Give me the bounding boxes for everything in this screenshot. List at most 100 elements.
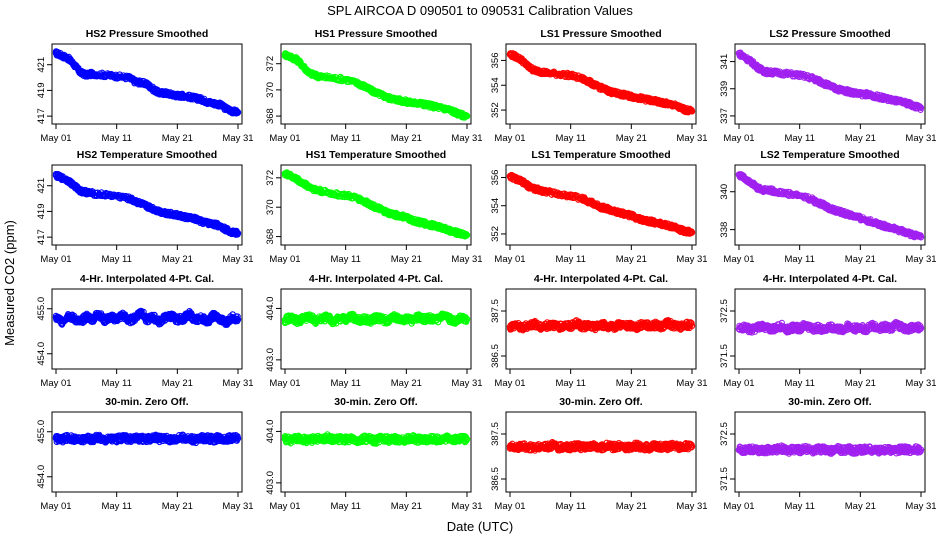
- data-point: [917, 106, 924, 113]
- y-tick-label: 356: [490, 52, 501, 68]
- x-tick-label: May 01: [494, 254, 525, 265]
- y-tick-label: 403.0: [265, 348, 276, 372]
- y-tick-label: 421: [36, 57, 47, 73]
- x-tick-label: May 11: [330, 133, 360, 144]
- data-point: [91, 72, 98, 80]
- panel-title: LS2 Pressure Smoothed: [769, 28, 890, 40]
- x-tick-label: May 11: [555, 254, 585, 265]
- y-tick-label: 340: [719, 184, 730, 200]
- plot-frame: [51, 164, 243, 246]
- y-tick-label: 368: [265, 108, 276, 124]
- x-tick-label: May 01: [494, 378, 525, 389]
- y-tick-label: 356: [490, 170, 501, 186]
- plot-frame: [280, 43, 472, 125]
- y-tick-label: 370: [265, 82, 276, 98]
- x-tick-label: May 01: [40, 133, 71, 144]
- y-tick-label: 417: [36, 108, 47, 124]
- x-axis-title: Date (UTC): [447, 519, 513, 534]
- x-tick-label: May 01: [723, 133, 754, 144]
- x-tick-label: May 21: [845, 133, 876, 144]
- x-tick-label: May 11: [330, 254, 360, 265]
- x-tick-label: May 21: [391, 133, 422, 144]
- y-axis-title: Measured CO2 (ppm): [2, 220, 17, 346]
- y-tick-label: 354: [490, 77, 501, 93]
- figure-title: SPL AIRCOA D 090501 to 090531 Calibratio…: [327, 3, 633, 18]
- panel-2-1: HS2 Temperature Smoothed May 01 May 11 May …: [36, 149, 254, 265]
- x-tick-label: May 01: [269, 254, 300, 265]
- x-tick-label: May 31: [676, 254, 707, 265]
- y-tick-label: 387.5: [490, 299, 501, 323]
- panel-title: LS1 Pressure Smoothed: [540, 28, 661, 40]
- panel-title: HS1 Pressure Smoothed: [315, 28, 438, 40]
- y-tick-label: 455.0: [36, 297, 47, 321]
- x-tick-label: May 01: [494, 133, 525, 144]
- y-tick-label: 417: [36, 229, 47, 245]
- y-tick-label: 352: [490, 226, 501, 242]
- x-tick-label: May 21: [162, 254, 193, 265]
- data-points: [281, 169, 471, 240]
- y-tick-label: 339: [719, 81, 730, 97]
- y-tick-label: 368: [265, 229, 276, 245]
- x-tick-label: May 31: [451, 254, 482, 265]
- data-points: [506, 171, 696, 237]
- x-tick-label: May 01: [40, 254, 71, 265]
- y-tick-label: 421: [36, 178, 47, 194]
- plot-frame: [505, 164, 697, 246]
- y-tick-label: 386.5: [490, 344, 501, 368]
- x-tick-label: May 01: [269, 133, 300, 144]
- panel-title: 4-Hr. Interpolated 4-Pt. Cal.: [80, 273, 214, 285]
- data-point: [234, 231, 241, 238]
- y-tick-label: 372: [265, 56, 276, 72]
- y-tick-label: 419: [36, 82, 47, 98]
- y-tick-label: 337: [719, 108, 730, 124]
- data-point: [463, 112, 470, 119]
- plot-frame: [51, 43, 243, 125]
- x-tick-label: May 11: [784, 254, 814, 265]
- x-tick-label: May 11: [555, 378, 585, 389]
- x-tick-label: May 31: [905, 133, 936, 144]
- y-tick-label: 338: [719, 222, 730, 238]
- x-tick-label: May 31: [451, 133, 482, 144]
- x-tick-label: May 31: [222, 254, 253, 265]
- x-tick-label: May 21: [162, 133, 193, 144]
- x-tick-label: May 11: [101, 378, 131, 389]
- y-tick-label: 404.0: [265, 297, 276, 321]
- plot-frame: [505, 43, 697, 125]
- panel-title: LS1 Temperature Smoothed: [531, 149, 670, 161]
- y-tick-label: 352: [490, 102, 501, 118]
- x-tick-label: May 31: [222, 378, 253, 389]
- y-tick-label: 454.0: [36, 342, 47, 366]
- x-tick-label: May 11: [330, 378, 360, 389]
- panel-title: HS1 Temperature Smoothed: [306, 149, 446, 161]
- panel-title: 4-Hr. Interpolated 4-Pt. Cal.: [309, 273, 443, 285]
- x-tick-label: May 21: [845, 254, 876, 265]
- y-tick-label: 341: [719, 54, 730, 70]
- x-tick-label: May 31: [676, 378, 707, 389]
- panel-title: 4-Hr. Interpolated 4-Pt. Cal.: [534, 273, 668, 285]
- x-tick-label: May 11: [784, 133, 814, 144]
- panel-title: HS2 Temperature Smoothed: [77, 149, 217, 161]
- data-points: [735, 49, 925, 113]
- x-tick-label: May 21: [391, 378, 422, 389]
- y-tick-label: 372: [265, 170, 276, 186]
- panel-1-2: HS1 Pressure Smoothed May 01 May 11 May 21 M…: [265, 28, 483, 144]
- x-tick-label: May 21: [616, 254, 647, 265]
- plot-frame: [734, 43, 926, 125]
- y-tick-label: 419: [36, 203, 47, 219]
- y-tick-label: 354: [490, 198, 501, 214]
- x-tick-label: May 11: [101, 254, 131, 265]
- panel-2-2: HS1 Temperature Smoothed May 01 May 11 May …: [265, 149, 483, 265]
- x-tick-label: May 31: [676, 133, 707, 144]
- panel-2-3: LS1 Temperature Smoothed May 01 May 11 May …: [490, 149, 708, 265]
- x-tick-label: May 01: [40, 378, 71, 389]
- data-points: [52, 170, 242, 238]
- x-tick-label: May 31: [222, 133, 253, 144]
- x-tick-label: May 21: [391, 254, 422, 265]
- y-tick-label: 370: [265, 199, 276, 215]
- x-tick-label: May 01: [723, 254, 754, 265]
- x-tick-label: May 21: [616, 133, 647, 144]
